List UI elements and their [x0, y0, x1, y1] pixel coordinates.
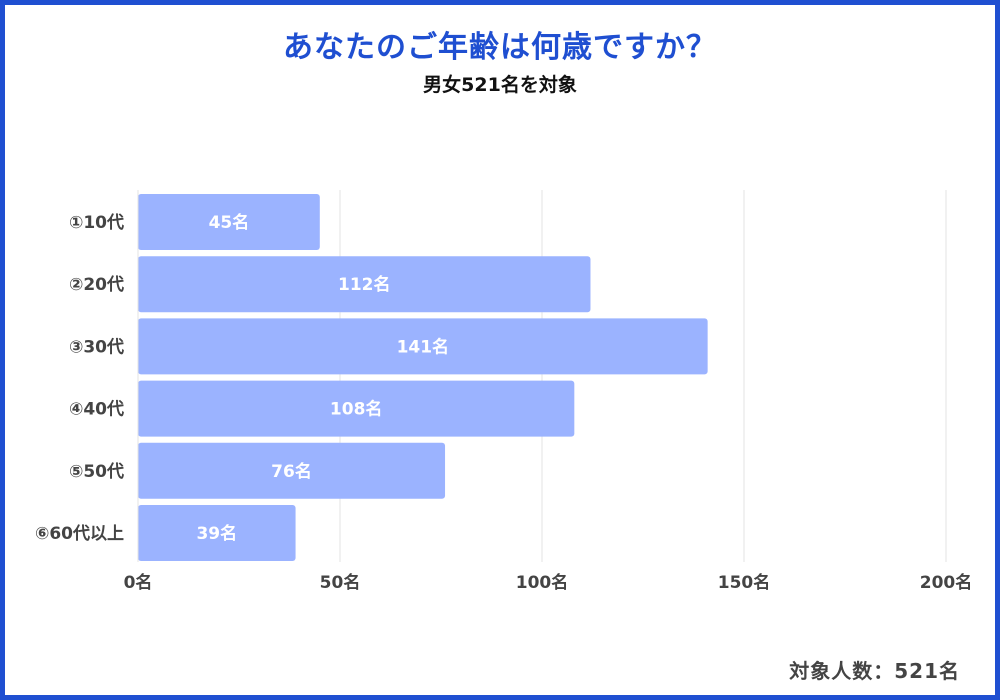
x-tick-label: 100名 [516, 572, 569, 593]
x-tick-label: 150名 [718, 572, 771, 593]
x-tick-label: 0名 [124, 572, 153, 593]
x-tick-label: 50名 [320, 572, 361, 593]
category-label: ④40代 [69, 399, 124, 420]
bar-value-label: 76名 [271, 461, 312, 482]
respondent-count: 対象人数：521名 [789, 659, 960, 683]
bar [138, 505, 296, 561]
bar [138, 318, 708, 375]
category-label: ③30代 [69, 336, 124, 357]
category-label: ①10代 [69, 212, 124, 233]
category-label: ⑥60代以上 [35, 523, 124, 544]
bar [138, 256, 591, 313]
chart-title: あなたのご年齢は何歳ですか？ [283, 30, 717, 65]
bar [138, 442, 446, 499]
bar-value-label: 112名 [338, 274, 391, 295]
chart-subtitle: 男女521名を対象 [423, 74, 577, 96]
bar [138, 194, 320, 250]
x-tick-label: 200名 [920, 572, 973, 593]
bar [138, 380, 575, 437]
bar-value-label: 45名 [209, 212, 250, 233]
bar-value-label: 39名 [196, 523, 237, 544]
category-label: ⑤50代 [69, 461, 124, 482]
bar-value-label: 108名 [330, 399, 383, 420]
bar-value-label: 141名 [397, 336, 450, 357]
category-label: ②20代 [69, 274, 124, 295]
